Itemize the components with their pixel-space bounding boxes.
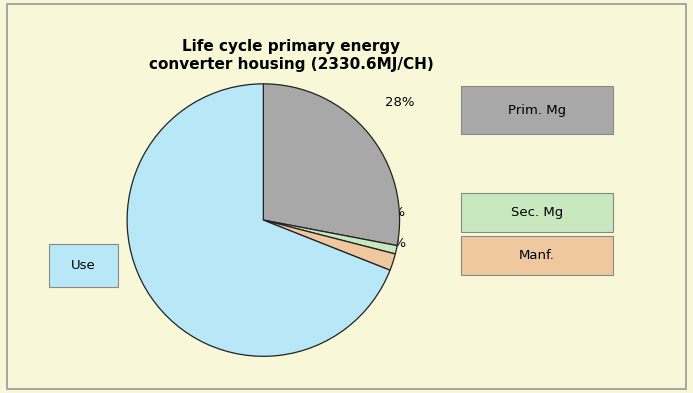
Text: 69%: 69% [128, 243, 157, 256]
FancyBboxPatch shape [461, 236, 613, 275]
Text: Sec. Mg: Sec. Mg [511, 206, 563, 219]
FancyBboxPatch shape [461, 193, 613, 232]
FancyBboxPatch shape [49, 244, 118, 287]
Text: 1%: 1% [385, 206, 405, 219]
Text: 28%: 28% [385, 95, 414, 109]
Text: Manf.: Manf. [519, 249, 555, 262]
Text: Prim. Mg: Prim. Mg [508, 103, 566, 117]
Text: Life cycle primary energy
converter housing (2330.6MJ/CH): Life cycle primary energy converter hous… [149, 39, 433, 72]
FancyBboxPatch shape [461, 86, 613, 134]
Wedge shape [127, 84, 390, 356]
Text: Use: Use [71, 259, 96, 272]
Wedge shape [263, 220, 397, 254]
Wedge shape [263, 220, 395, 270]
Wedge shape [263, 84, 400, 246]
Text: 2%: 2% [385, 237, 405, 250]
FancyBboxPatch shape [7, 4, 686, 389]
